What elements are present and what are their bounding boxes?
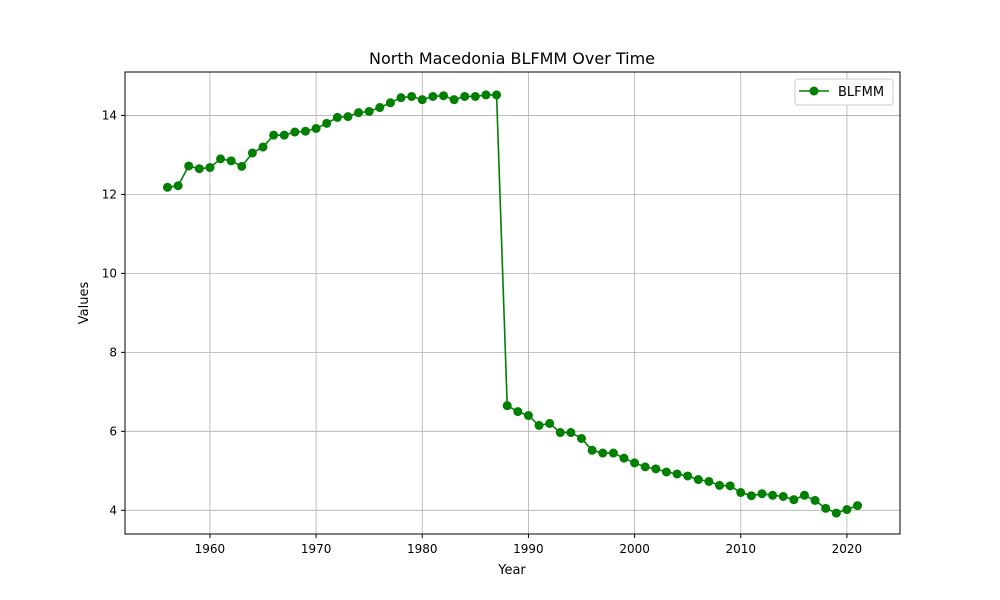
y-axis-label: Values <box>77 282 92 325</box>
data-point <box>778 491 788 501</box>
data-point <box>470 91 480 101</box>
data-point <box>534 420 544 430</box>
plot-frame <box>124 71 901 535</box>
legend-box <box>794 78 894 106</box>
data-point <box>757 489 767 499</box>
data-point <box>194 164 204 174</box>
data-point <box>492 90 502 100</box>
data-point <box>258 142 268 152</box>
data-point <box>417 95 427 105</box>
data-point <box>184 161 194 171</box>
y-tick-label: 8 <box>109 345 117 359</box>
data-point <box>598 448 608 458</box>
axis-ticks: 1960 1970 1980 1990 2000 2010 2020 4 6 8 10 12 14 <box>102 108 862 556</box>
data-point <box>555 428 565 438</box>
x-tick-label: 1970 <box>301 542 332 556</box>
legend-label: BLFMM <box>838 85 884 100</box>
data-point <box>725 481 735 491</box>
x-tick-label: 1960 <box>195 542 226 556</box>
data-point <box>311 123 321 133</box>
y-tick-label: 6 <box>109 424 117 438</box>
data-point <box>375 103 385 113</box>
data-point <box>332 112 342 122</box>
data-point <box>640 462 650 472</box>
data-point <box>683 471 693 481</box>
chart-title: North Macedonia BLFMM Over Time <box>369 49 655 68</box>
data-point <box>810 495 820 505</box>
data-point <box>619 453 629 463</box>
data-point <box>343 112 353 122</box>
data-point <box>460 91 470 101</box>
data-point <box>577 433 587 443</box>
data-point <box>693 475 703 485</box>
data-point <box>821 503 831 513</box>
y-tick-label: 10 <box>102 266 117 280</box>
y-tick-label: 4 <box>109 503 117 517</box>
data-point <box>746 491 756 501</box>
data-point <box>385 98 395 108</box>
data-point <box>226 156 236 166</box>
data-point <box>428 91 438 101</box>
data-point <box>853 501 863 511</box>
data-point <box>608 448 618 458</box>
data-point <box>587 445 597 455</box>
data-point <box>704 476 714 486</box>
data-point <box>715 480 725 490</box>
data-point <box>630 458 640 468</box>
data-point <box>789 495 799 505</box>
data-point <box>438 91 448 101</box>
data-point <box>502 401 512 411</box>
data-point <box>216 154 226 164</box>
grid <box>125 72 900 534</box>
data-point <box>173 181 183 191</box>
data-point <box>545 418 555 428</box>
data-point <box>354 108 364 118</box>
data-point <box>407 91 417 101</box>
x-axis-label: Year <box>497 563 526 578</box>
data-point <box>842 505 852 515</box>
x-tick-label: 2020 <box>832 542 863 556</box>
x-tick-label: 1990 <box>513 542 544 556</box>
data-point <box>237 161 247 171</box>
x-tick-label: 2000 <box>619 542 650 556</box>
data-point <box>672 469 682 479</box>
data-point <box>831 508 841 518</box>
data-point <box>322 118 332 128</box>
data-point <box>513 407 523 417</box>
data-point <box>736 488 746 498</box>
y-tick-label: 14 <box>102 108 117 122</box>
data-point <box>396 93 406 103</box>
data-point <box>205 163 215 173</box>
series-layer <box>162 90 863 518</box>
y-tick-label: 12 <box>102 187 117 201</box>
data-point <box>247 148 257 158</box>
data-point <box>651 464 661 474</box>
data-point <box>449 95 459 105</box>
x-tick-label: 2010 <box>725 542 756 556</box>
data-point <box>661 467 671 477</box>
data-point <box>279 130 289 140</box>
legend: BLFMM <box>794 78 894 106</box>
data-point <box>162 182 172 192</box>
data-point <box>300 126 310 136</box>
data-point <box>269 130 279 140</box>
legend-marker-swatch <box>809 86 819 96</box>
data-point <box>364 106 374 116</box>
data-point <box>481 90 491 100</box>
data-point <box>290 127 300 137</box>
data-point <box>566 428 576 438</box>
data-point <box>799 490 809 500</box>
data-point <box>523 411 533 421</box>
data-point <box>768 490 778 500</box>
x-tick-label: 1980 <box>407 542 438 556</box>
